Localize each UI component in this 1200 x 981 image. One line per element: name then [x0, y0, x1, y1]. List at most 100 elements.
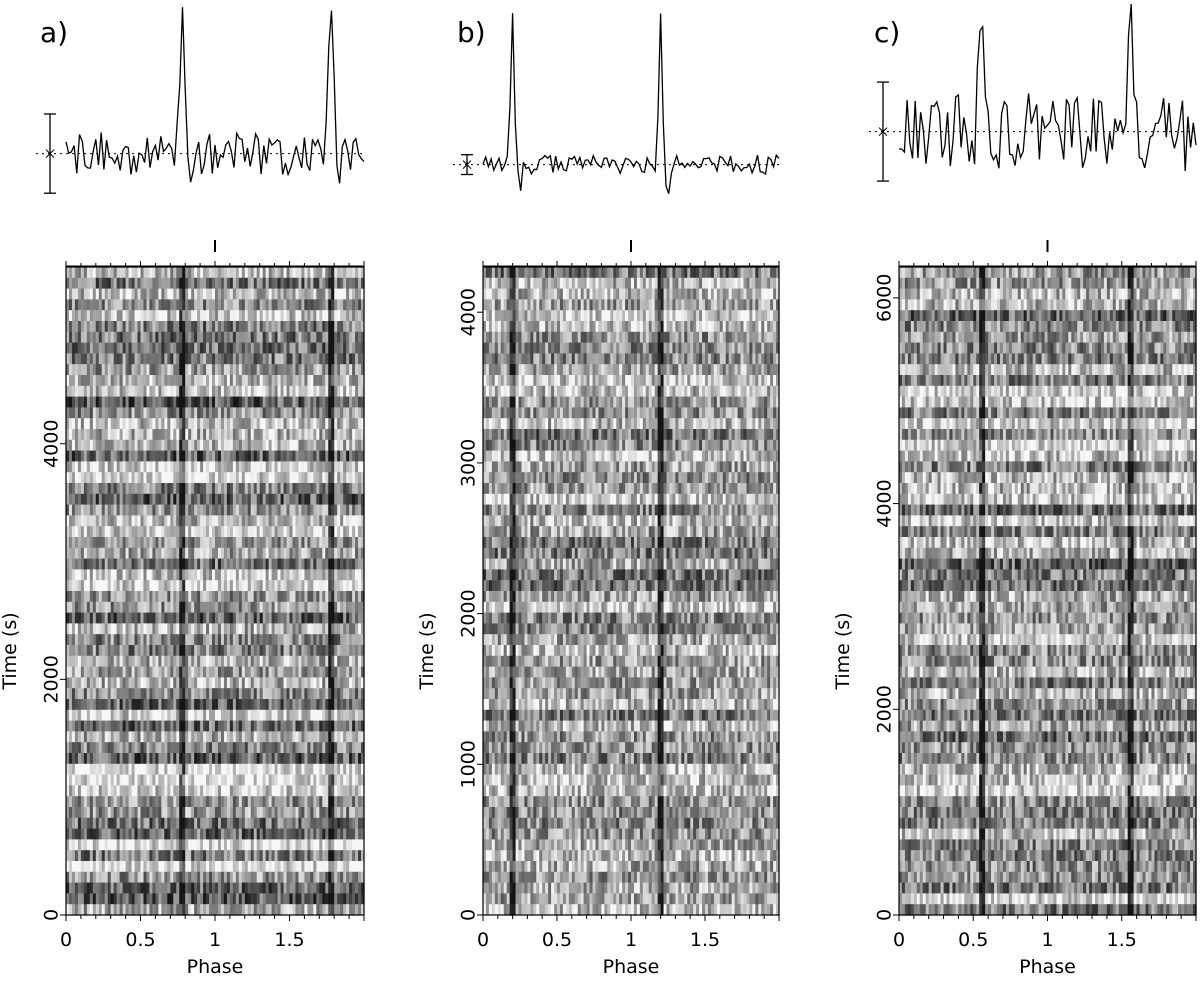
heatmap-cell — [283, 699, 288, 711]
heatmap-cell — [331, 472, 335, 484]
heatmap-cell — [164, 342, 168, 354]
heatmap-cell — [206, 515, 210, 527]
heatmap-cell — [107, 385, 112, 398]
heatmap-cell — [262, 537, 267, 549]
heatmap-cell — [328, 321, 332, 333]
heatmap-cell — [143, 699, 148, 711]
heatmap-cell — [176, 429, 180, 441]
heatmap-cell — [80, 493, 85, 506]
heatmap-cell — [77, 310, 82, 322]
heatmap-cell — [217, 515, 222, 527]
heatmap-cell — [244, 634, 249, 646]
heatmap-cell — [313, 267, 317, 279]
heatmap-cell — [256, 418, 261, 430]
heatmap-cell — [271, 601, 276, 614]
heatmap-cell — [316, 342, 320, 354]
heatmap-cell — [223, 558, 228, 570]
heatmap-cell — [343, 310, 347, 322]
heatmap-cell — [331, 688, 335, 700]
heatmap-cell — [122, 472, 127, 484]
heatmap-cell — [101, 731, 106, 743]
heatmap-cell — [268, 580, 273, 592]
heatmap-cell — [137, 720, 142, 732]
heatmap-cell — [161, 342, 165, 354]
heatmap-cell — [212, 515, 216, 527]
heatmap-cell — [280, 299, 285, 311]
heatmap-cell — [256, 364, 261, 376]
heatmap-cell — [206, 407, 210, 419]
heatmap-cell — [307, 731, 311, 743]
heatmap-cell — [203, 267, 207, 279]
heatmap-cell — [131, 461, 136, 473]
heatmap-cell — [164, 720, 168, 732]
heatmap-cell — [89, 439, 94, 452]
heatmap-cell — [286, 569, 291, 581]
heatmap-cell — [217, 677, 222, 689]
heatmap-cell — [238, 342, 243, 354]
heatmap-cell — [164, 612, 168, 624]
heatmap-cell — [244, 666, 249, 678]
heatmap-cell — [158, 612, 162, 624]
heatmap-cell — [334, 472, 338, 484]
heatmap-cell — [134, 483, 139, 495]
heatmap-cell — [164, 601, 168, 614]
heatmap-cell — [158, 407, 162, 419]
heatmap-cell — [262, 645, 267, 657]
heatmap-cell — [110, 515, 115, 527]
heatmap-cell — [203, 472, 207, 484]
heatmap-cell — [280, 429, 285, 441]
heatmap-cell — [247, 353, 252, 365]
heatmap-cell — [164, 493, 168, 506]
heatmap-cell — [134, 418, 139, 430]
heatmap-cell — [220, 504, 225, 516]
heatmap-cell — [304, 310, 308, 322]
heatmap-cell — [188, 353, 192, 365]
heatmap-cell — [235, 677, 240, 689]
heatmap-cell — [134, 375, 139, 387]
heatmap-cell — [286, 515, 291, 527]
heatmap-cell — [68, 310, 73, 322]
heatmap-cell — [352, 634, 356, 646]
heatmap-cell — [131, 493, 136, 506]
heatmap-cell — [220, 385, 225, 398]
heatmap-cell — [319, 515, 323, 527]
heatmap-cell — [319, 461, 323, 473]
heatmap-cell — [215, 353, 219, 365]
heatmap-cell — [194, 634, 198, 646]
heatmap-cell — [247, 493, 252, 506]
heatmap-cell — [229, 569, 234, 581]
heatmap-cell — [307, 720, 311, 732]
heatmap-cell — [185, 655, 189, 668]
heatmap-cell — [101, 385, 106, 398]
heatmap-cell — [92, 288, 97, 300]
heatmap-cell — [277, 601, 282, 614]
heatmap-cell — [352, 450, 356, 462]
heatmap-cell — [152, 688, 156, 700]
heatmap-cell — [188, 331, 192, 344]
heatmap-cell — [349, 569, 353, 581]
heatmap-cell — [331, 407, 335, 419]
heatmap-cell — [232, 429, 237, 441]
heatmap-cell — [223, 709, 228, 722]
heatmap-cell — [307, 299, 311, 311]
heatmap-cell — [310, 699, 314, 711]
heatmap-cell — [149, 483, 154, 495]
heatmap-cell — [66, 331, 70, 344]
heatmap-cell — [173, 709, 177, 722]
heatmap-cell — [200, 515, 204, 527]
heatmap-cell — [241, 699, 246, 711]
heatmap-cell — [149, 310, 154, 322]
heatmap-cell — [244, 720, 249, 732]
heatmap-cell — [298, 299, 303, 311]
heatmap-cell — [101, 407, 106, 419]
heatmap-cell — [125, 591, 130, 603]
heatmap-cell — [361, 634, 365, 646]
heatmap-cell — [77, 709, 82, 722]
heatmap-cell — [215, 439, 219, 452]
heatmap-cell — [182, 709, 186, 722]
heatmap-cell — [71, 461, 76, 473]
heatmap-cell — [110, 353, 115, 365]
heatmap-cell — [71, 331, 76, 344]
heatmap-cell — [328, 288, 332, 300]
heatmap-cell — [83, 288, 88, 300]
